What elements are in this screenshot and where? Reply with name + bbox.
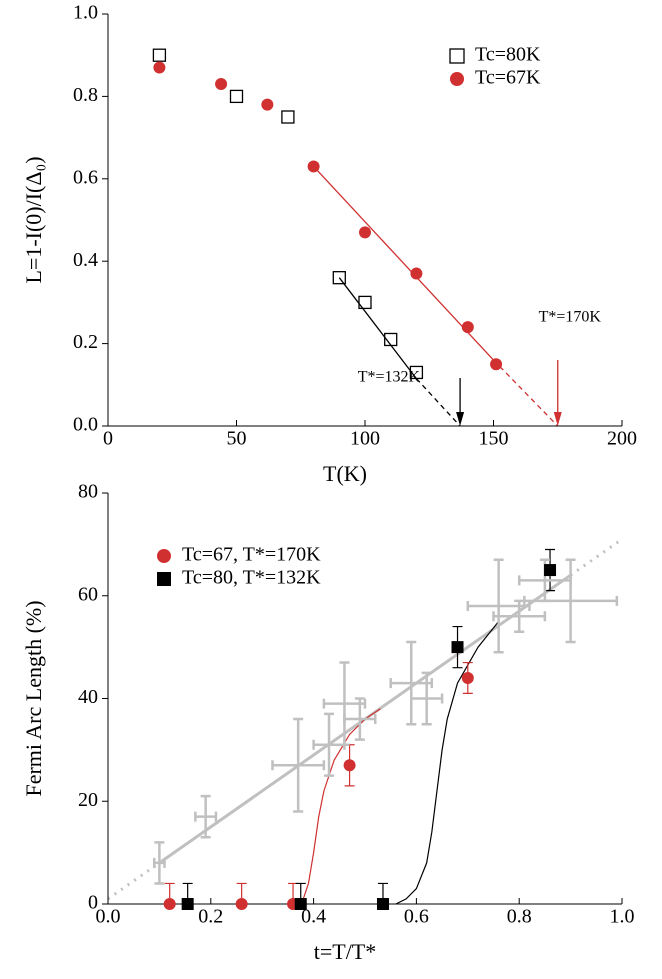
- x-axis-label: t=T/T*: [314, 939, 377, 964]
- annotation: T*=170K: [539, 309, 602, 326]
- y-axis-label: L=1-I(0)/I(Δ₀): [21, 156, 46, 283]
- fit-line: [493, 359, 559, 426]
- y-tick-label: 0.0: [73, 414, 98, 436]
- y-error-bar: [295, 882, 306, 904]
- x-tick-label: 0.4: [301, 906, 326, 928]
- annotation: T*=132K: [358, 369, 421, 386]
- point: [235, 898, 248, 910]
- y-tick-label: 1.0: [73, 2, 98, 24]
- point: [215, 78, 228, 91]
- y-tick-label: 60: [78, 583, 98, 605]
- x-tick-label: 0.2: [198, 906, 223, 928]
- point: [409, 365, 424, 380]
- fit-line: [569, 538, 623, 577]
- x-tick-label: 100: [350, 428, 380, 450]
- point: [410, 267, 423, 280]
- y-tick-label: 0: [88, 892, 98, 914]
- x-error-bar: [523, 595, 619, 606]
- point: [229, 89, 244, 104]
- y-tick-label: 40: [78, 686, 98, 708]
- x-error-bar: [153, 857, 166, 868]
- x-tick-label: 0.0: [96, 906, 121, 928]
- y-error-bar: [182, 882, 193, 904]
- point: [163, 898, 176, 910]
- point: [461, 321, 474, 334]
- x-tick-label: 1.0: [610, 906, 635, 928]
- legend-label: Tc=80K: [475, 44, 541, 66]
- legend-marker: [450, 72, 464, 86]
- point: [451, 641, 464, 654]
- point: [490, 358, 503, 371]
- y-tick-label: 0.2: [73, 331, 98, 353]
- y-error-bar: [164, 882, 175, 904]
- x-error-bar: [492, 611, 547, 622]
- x-error-bar: [343, 714, 377, 725]
- point: [358, 295, 372, 310]
- point: [294, 898, 307, 910]
- point: [307, 160, 320, 173]
- legend-label: Tc=67K: [475, 67, 541, 89]
- point: [461, 671, 474, 684]
- fit-line: [338, 277, 417, 380]
- x-error-bar: [410, 693, 444, 704]
- x-error-bar: [322, 698, 367, 709]
- fit-line: [395, 621, 500, 904]
- legend-label: Tc=80, T*=132K: [182, 567, 321, 589]
- legend-label: Tc=67, T*=170K: [182, 544, 321, 566]
- x-error-bar: [271, 760, 326, 771]
- x-error-bar: [389, 678, 434, 689]
- plot-area: [313, 165, 559, 426]
- x-tick-label: 0: [103, 428, 113, 450]
- x-tick-label: 0.6: [404, 906, 429, 928]
- legend-marker: [449, 48, 465, 64]
- point: [181, 898, 194, 910]
- point: [332, 271, 346, 285]
- point: [376, 898, 389, 910]
- legend-marker: [157, 572, 171, 586]
- y-tick-label: 0.6: [73, 166, 98, 188]
- y-error-bar: [236, 882, 247, 904]
- y-tick-label: 0.4: [73, 249, 98, 271]
- x-error-bar: [194, 811, 218, 822]
- y-tick-label: 0.8: [73, 84, 98, 106]
- point: [152, 48, 167, 62]
- x-tick-label: 200: [607, 428, 637, 450]
- x-tick-label: 150: [479, 428, 509, 450]
- point: [153, 61, 166, 74]
- legend-marker: [157, 549, 171, 563]
- x-tick-label: 50: [227, 428, 247, 450]
- fit-line: [297, 708, 381, 904]
- point: [343, 759, 356, 772]
- point: [544, 564, 557, 577]
- x-axis-label: T(K): [323, 461, 367, 486]
- y-error-bar: [377, 882, 388, 904]
- fit-line: [107, 861, 161, 901]
- arrow-head: [456, 412, 465, 426]
- y-tick-label: 80: [78, 481, 98, 503]
- x-tick-label: 0.8: [507, 906, 532, 928]
- y-axis-label: Fermi Arc Length (%): [21, 600, 46, 796]
- point: [261, 98, 274, 111]
- fit-line: [415, 378, 461, 426]
- point: [384, 332, 398, 347]
- y-tick-label: 20: [78, 789, 98, 811]
- point: [359, 226, 371, 239]
- plot-area: [107, 538, 623, 904]
- arrow-head: [553, 412, 562, 426]
- point: [281, 110, 295, 124]
